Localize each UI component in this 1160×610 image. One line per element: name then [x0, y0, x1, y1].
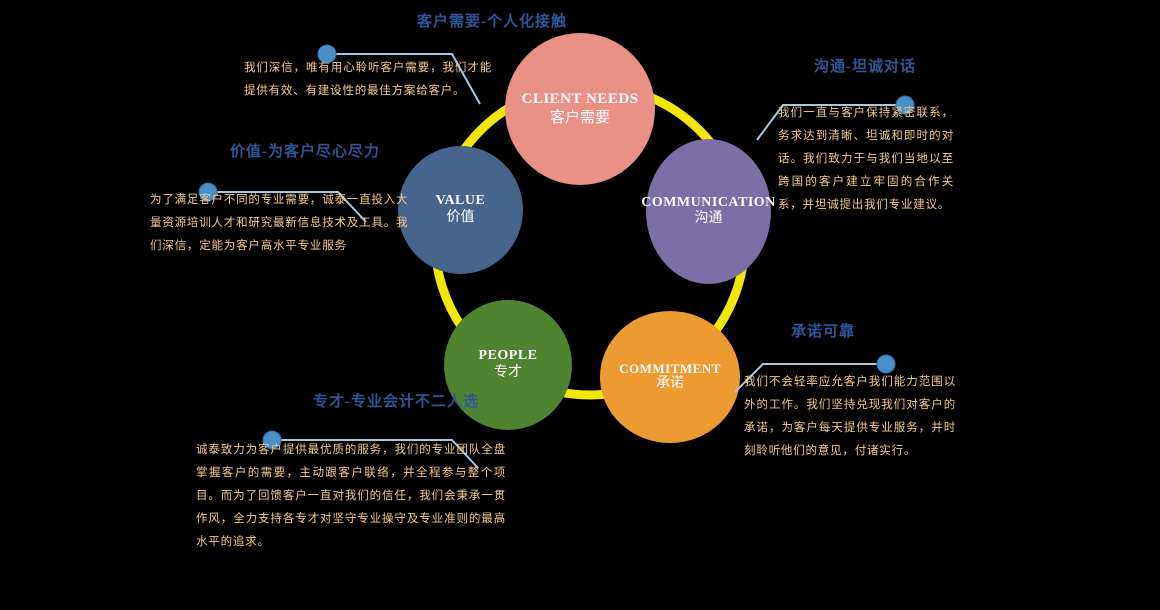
- callout-commitment-title: 承诺可靠: [790, 324, 855, 340]
- callout-commitment-body: 我们不会轻率应允客户我们能力范围以外的工作。我们坚持兑现我们对客户的承诺，为客户…: [744, 376, 956, 457]
- node-people-en: PEOPLE: [478, 348, 538, 364]
- node-client-needs[interactable]: CLIENT NEEDS 客户需要: [505, 33, 655, 185]
- node-commitment-en: COMMITMENT: [619, 360, 721, 376]
- callout-people-title: 专才-专业会计不二人选: [313, 394, 479, 410]
- node-value-cn: 价值: [446, 209, 475, 225]
- node-value[interactable]: VALUE 价值: [398, 146, 523, 274]
- callout-client-needs: 客户需要-个人化接触 我们深信，唯有用心聆听客户需要，我们才能提供有效、有建设性…: [232, 10, 566, 103]
- callout-value-body: 为了满足客户不同的专业需要，诚泰一直投入大量资源培训人才和研究最新信息技术及工具…: [150, 194, 409, 252]
- callout-communication: 沟通-坦诚对话 我们一直与客户保持紧密联系，务求达到清晰、坦诚和即时的对话。我们…: [770, 55, 1030, 217]
- node-communication-en: COMMUNICATION: [641, 194, 776, 210]
- callout-commitment: 承诺可靠 我们不会轻率应允客户我们能力范围以外的工作。我们坚持兑现我们对客户的承…: [738, 320, 1018, 463]
- node-commitment-cn: 承诺: [656, 376, 684, 392]
- node-people[interactable]: PEOPLE 专才: [444, 300, 572, 430]
- callout-people-body: 诚泰致力为客户提供最优质的服务，我们的专业团队全盘掌握客户的需要，主动跟客户联络…: [196, 444, 506, 548]
- node-commitment[interactable]: COMMITMENT 承诺: [600, 311, 740, 443]
- callout-value-title: 价值-为客户尽心尽力: [230, 144, 380, 160]
- callout-client-needs-title: 客户需要-个人化接触: [417, 14, 567, 30]
- node-communication[interactable]: COMMUNICATION 沟通: [641, 139, 775, 284]
- callout-people: 专才-专业会计不二人选 诚泰致力为客户提供最优质的服务，我们的专业团队全盘掌握客…: [196, 390, 576, 554]
- callout-value: 价值-为客户尽心尽力 为了满足客户不同的专业需要，诚泰一直投入大量资源培训人才和…: [150, 140, 450, 258]
- node-value-en: VALUE: [435, 193, 486, 209]
- node-client-needs-en: CLIENT NEEDS: [521, 91, 639, 108]
- node-people-cn: 专才: [494, 364, 522, 380]
- node-communication-cn: 沟通: [694, 211, 723, 227]
- node-client-needs-cn: 客户需要: [549, 109, 610, 126]
- callout-client-needs-body: 我们深信，唯有用心聆听客户需要，我们才能提供有效、有建设性的最佳方案给客户。: [244, 62, 492, 97]
- callout-communication-title: 沟通-坦诚对话: [814, 59, 916, 75]
- callout-communication-body: 我们一直与客户保持紧密联系，务求达到清晰、坦诚和即时的对话。我们致力于与我们当地…: [778, 107, 954, 211]
